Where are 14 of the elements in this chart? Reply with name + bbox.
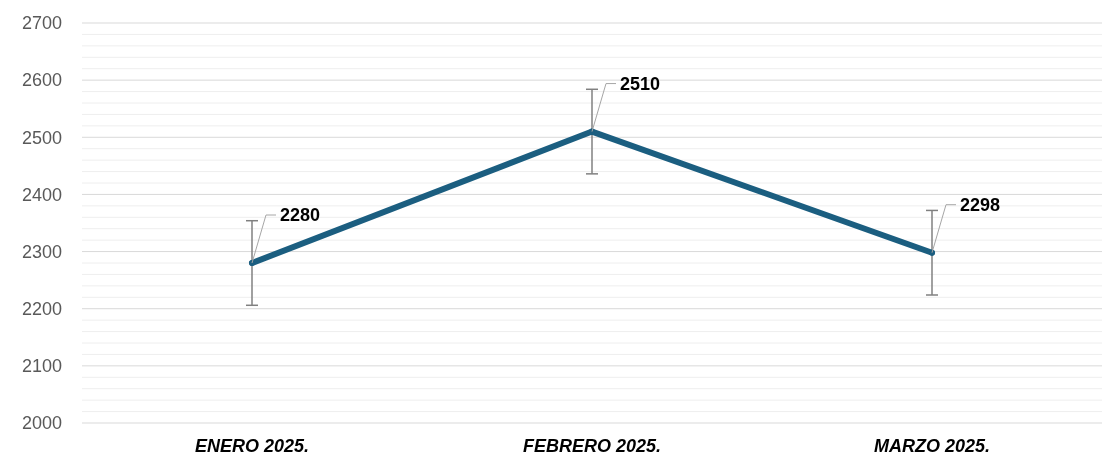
x-tick-label: MARZO 2025. [873, 436, 991, 456]
y-tick-label: 2100 [21, 356, 62, 377]
data-label: 2280 [280, 205, 321, 225]
y-tick-label: 2300 [21, 241, 62, 262]
x-tick-label: FEBRERO 2025. [522, 436, 662, 456]
y-tick-label: 2500 [21, 127, 62, 148]
data-label: 2298 [960, 194, 1001, 215]
x-tick-label: ENERO 2025. [194, 436, 310, 456]
y-tick-label: 2600 [21, 70, 62, 91]
y-tick-label: 2200 [21, 299, 62, 320]
y-tick-label: 2400 [21, 184, 62, 205]
y-tick-label: 2000 [21, 413, 62, 434]
data-label: 2510 [620, 73, 661, 94]
y-tick-label: 2700 [21, 13, 62, 34]
